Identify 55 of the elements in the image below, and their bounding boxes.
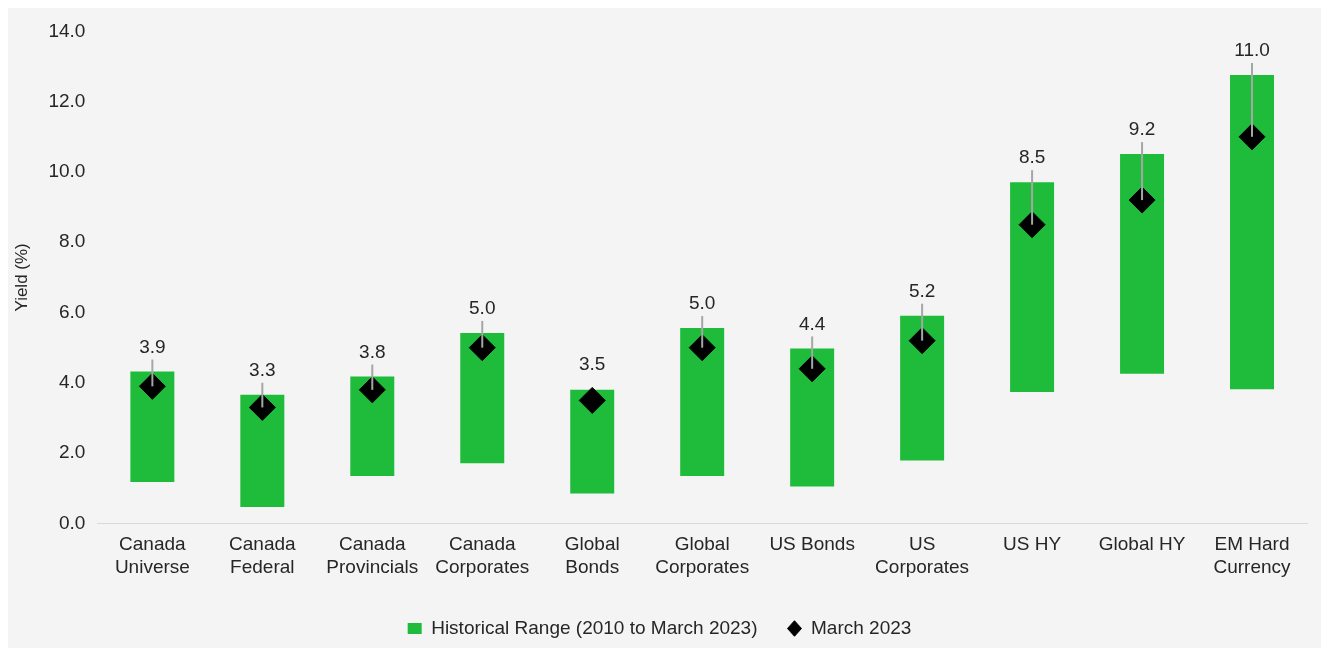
data-label: 4.4 [798,312,826,334]
data-label: 3.3 [249,359,276,381]
bar [570,389,615,494]
data-label: 9.2 [1128,118,1156,140]
y-tick-label: 10.0 [48,160,86,182]
bar [680,328,725,476]
point [358,376,386,404]
data-label: 3.8 [359,340,386,362]
point [798,355,826,383]
data-label: 3.9 [139,335,166,357]
point [908,327,936,355]
data-label: 8.5 [1018,146,1046,168]
x-tick-label: Global Bonds [564,533,620,577]
y-tick-label: 14.0 [48,19,86,41]
bar [350,376,395,476]
x-tick-label: Canada Federal [229,533,297,577]
y-axis-title: Yield (%) [11,243,31,312]
y-tick-label: 8.0 [58,230,86,252]
x-tick-label: US Bonds [769,533,855,555]
data-label: 5.0 [688,292,716,314]
y-tick-label: 12.0 [48,89,86,111]
bar [900,315,945,461]
point [578,386,606,414]
data-label: 11.0 [1234,39,1270,61]
bar [1010,182,1055,392]
y-tick-label: 6.0 [58,300,86,322]
point [688,334,716,362]
point [468,334,496,362]
x-tick-label: Canada Universe [114,533,190,577]
bar [790,348,835,487]
point [1018,211,1046,239]
x-tick-label: US HY [1003,533,1062,555]
legend-label: March 2023 [811,616,912,638]
bar [1230,74,1275,390]
x-tick-label: Canada Corporates [435,533,530,577]
point [248,393,276,421]
x-tick-label: EM Hard Currency [1213,533,1292,577]
point [138,372,166,400]
y-tick-label: 2.0 [58,441,86,463]
bar [1120,154,1165,374]
bar [240,394,285,507]
data-label: 5.0 [469,297,496,319]
bar [460,332,505,464]
data-label: 3.5 [579,352,606,374]
point [1128,186,1156,214]
bar [130,371,175,482]
point [1238,123,1266,151]
legend-label: Historical Range (2010 to March 2023) [431,616,758,638]
x-tick-label: Global Corporates [655,533,750,577]
y-tick-label: 4.0 [58,371,86,393]
x-tick-label: Canada Provincials [326,533,419,577]
y-tick-label: 0.0 [58,511,86,533]
data-label: 5.2 [908,279,936,301]
x-tick-label: US Corporates [875,533,970,577]
x-tick-label: Global HY [1098,533,1186,555]
